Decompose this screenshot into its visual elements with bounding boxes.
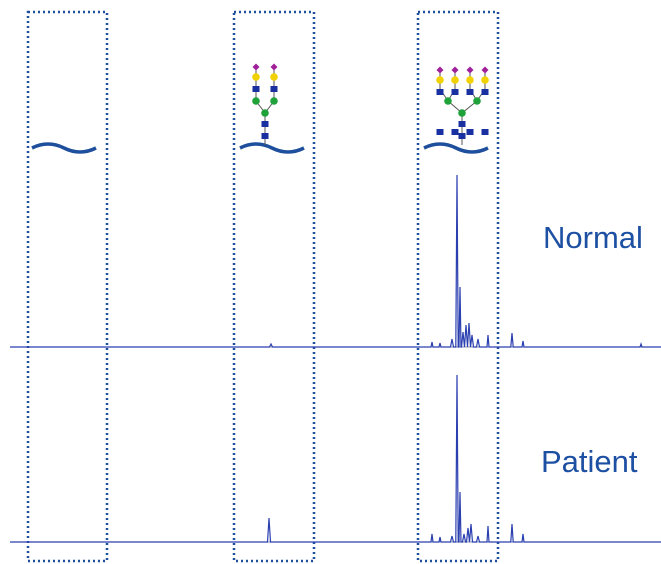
sialic-acid [437,67,444,74]
mannose [252,97,260,105]
galactose [436,76,444,84]
sialic-acid [482,67,489,74]
glcnac [467,89,474,95]
sialic-acid [467,67,474,74]
protein-backbone [240,144,304,152]
highlight-boxes [28,12,498,561]
glcnac [452,89,459,95]
sialic-acid [271,64,278,71]
page: {"labels": {"normal": "Normal", "patient… [0,0,661,564]
glcnac [459,121,466,127]
glcnac [253,86,260,92]
normal-spectrum [10,175,661,347]
glcnac [437,89,444,95]
label-patient: Patient [541,444,638,479]
glcnac [262,133,269,139]
label-normal: Normal [543,220,643,255]
glcnac [437,129,444,135]
galactose [252,73,260,81]
glcnac [482,89,489,95]
sialic-acid [452,67,459,74]
galactose [481,76,489,84]
glycan-spectra-figure: Normal Patient [0,0,661,564]
sialic-acid [253,64,260,71]
box-unglycosylated [28,12,107,561]
glcnac [459,133,466,139]
glcnac [271,86,278,92]
mannose [444,97,452,105]
glcnac [452,129,459,135]
glcnac [262,121,269,127]
protein-backbone [424,144,488,152]
glcnac [482,129,489,135]
mannose [261,109,269,117]
protein-backbone [32,144,96,152]
mannose [270,97,278,105]
mannose [473,97,481,105]
glcnac [467,129,474,135]
galactose [451,76,459,84]
galactose [270,73,278,81]
galactose [466,76,474,84]
mannose [458,109,466,117]
